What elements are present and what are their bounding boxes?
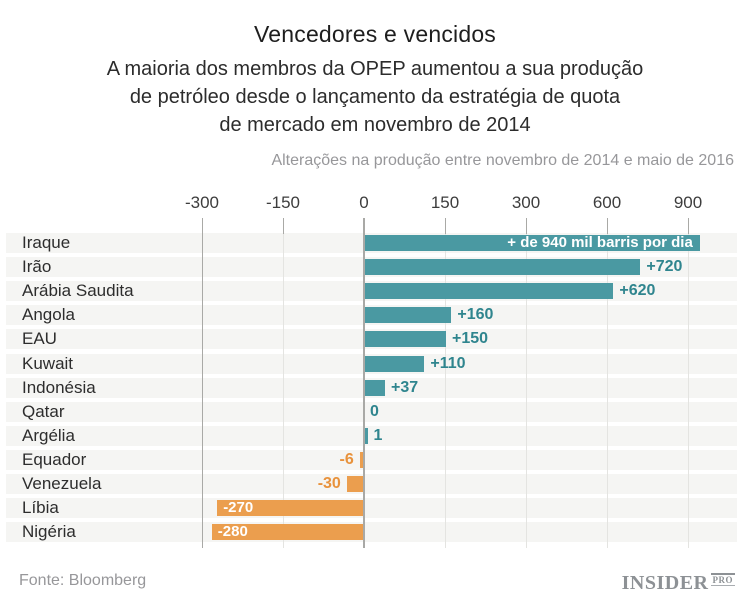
- grid-line: [444, 218, 446, 548]
- bar: [365, 307, 452, 323]
- row-band: [6, 402, 737, 422]
- category-label: Iraque: [22, 233, 71, 252]
- axis-tick-label: -150: [265, 193, 301, 212]
- subtitle-line-2: de petróleo desde o lançamento da estrat…: [129, 86, 621, 108]
- category-label: Equador: [22, 450, 87, 469]
- bar: [365, 356, 425, 372]
- page-subtitle: A maioria dos membros da OPEP aumentou a…: [0, 55, 750, 139]
- bar-value-label: +110: [430, 355, 466, 372]
- grid-line: [363, 218, 365, 548]
- tick-mark: [282, 218, 284, 234]
- axis-tick-label: 0: [359, 193, 369, 212]
- row-band: [6, 426, 737, 446]
- bar: [365, 235, 700, 251]
- row-band: [6, 522, 737, 542]
- row-band: [6, 498, 737, 518]
- row-band: [6, 474, 737, 494]
- bar: [365, 259, 641, 275]
- bar-value-label: + de 940 mil barris por dia: [507, 234, 693, 251]
- category-label: Arábia Saudita: [22, 281, 134, 300]
- row-band: [6, 450, 737, 470]
- axis-tick-label: 900: [673, 193, 703, 212]
- subtitle-line-3: de mercado em novembro de 2014: [219, 114, 531, 136]
- axis-note: Alterações na produção entre novembro de…: [271, 152, 734, 169]
- category-label: Venezuela: [22, 474, 102, 493]
- bar: [359, 452, 363, 468]
- page-title: Vencedores e vencidos: [253, 21, 497, 47]
- bar-value-label: +150: [452, 330, 489, 347]
- insider-logo-pro-badge: PRO: [710, 573, 735, 586]
- bar: [365, 428, 368, 444]
- category-label: Qatar: [22, 402, 65, 421]
- bar-value-label: 0: [370, 403, 379, 420]
- grid-line: [525, 218, 527, 548]
- bar-value-label: -280: [217, 523, 248, 540]
- category-label: Angola: [22, 305, 75, 324]
- grid-line: [282, 218, 284, 548]
- bar-value-label: -6: [339, 451, 354, 468]
- tick-mark: [606, 218, 608, 234]
- grid-line: [201, 218, 203, 548]
- bar: [211, 524, 363, 540]
- category-label: Líbia: [22, 498, 59, 517]
- bar: [365, 331, 446, 347]
- axis-tick-label: -300: [184, 193, 220, 212]
- category-label: EAU: [22, 329, 57, 348]
- axis-tick-label: 600: [592, 193, 622, 212]
- source-label: Fonte: Bloomberg: [19, 572, 147, 589]
- tick-mark: [444, 218, 446, 234]
- category-label: Argélia: [22, 426, 75, 445]
- category-label: Irão: [22, 257, 52, 276]
- grid-line: [606, 218, 608, 548]
- bar-value-label: 1: [373, 427, 383, 444]
- axis-tick-label: 300: [511, 193, 541, 212]
- bar-value-label: +37: [390, 379, 419, 396]
- insider-logo-text: INSIDER: [621, 572, 709, 594]
- category-label: Nigéria: [22, 522, 76, 541]
- bar-value-label: -270: [223, 499, 254, 516]
- category-label: Indonésia: [22, 378, 96, 397]
- bar: [365, 380, 385, 396]
- insiderpro-logo: INSIDER PRO: [622, 572, 735, 595]
- category-label: Kuwait: [22, 354, 74, 373]
- bar: [346, 476, 363, 492]
- tick-mark: [687, 218, 689, 234]
- grid-line: [687, 218, 689, 548]
- bar: [365, 283, 614, 299]
- bar-value-label: +720: [646, 258, 683, 275]
- bar: [217, 500, 363, 516]
- bar-value-label: +620: [619, 282, 656, 299]
- tick-mark: [525, 218, 527, 234]
- axis-tick-label: 150: [430, 193, 460, 212]
- subtitle-line-1: A maioria dos membros da OPEP aumentou a…: [106, 58, 644, 80]
- bar-value-label: +160: [457, 306, 494, 323]
- bar-value-label: -30: [317, 475, 341, 492]
